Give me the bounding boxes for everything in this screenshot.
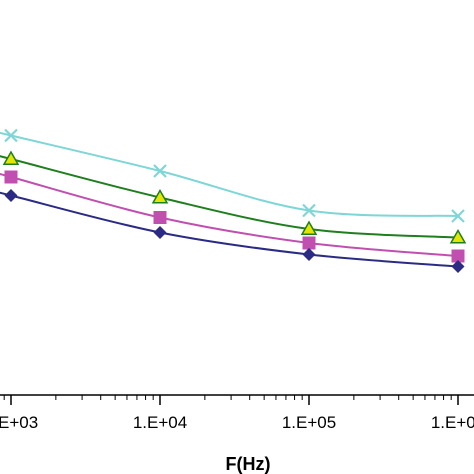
series-1-point-4 [451, 209, 465, 223]
series-3 [0, 170, 465, 263]
x-tick-label-1e4: 1.E+04 [133, 413, 187, 432]
x-tick-label-1e5: 1.E+05 [282, 413, 336, 432]
series-3-point-2 [153, 211, 167, 224]
series-1-line [0, 131, 459, 217]
series-1-point-3 [302, 203, 316, 218]
series-4 [0, 189, 465, 273]
series-4-point-4 [451, 260, 465, 273]
series-3-point-4 [451, 249, 465, 263]
series-4-point-3 [302, 248, 316, 261]
series-4-line [0, 191, 459, 268]
x-tick-label-1e3: 1.E+03 [0, 413, 38, 432]
series-3-point-1 [4, 170, 18, 184]
x-tick-label-1e6: 1.E+06 [431, 413, 474, 432]
x-axis-title: F(Hz) [226, 454, 271, 474]
series-4-point-1 [4, 189, 18, 202]
series-3-point-3 [302, 236, 316, 250]
series-2-point-3 [300, 220, 318, 235]
series-1-point-1 [4, 128, 18, 143]
series-2 [0, 150, 467, 244]
x-axis-ticks [3, 395, 459, 405]
series-1 [0, 128, 465, 223]
series-layer [0, 128, 467, 273]
series-2-point-2 [151, 188, 169, 204]
series-2-point-1 [2, 150, 20, 165]
series-4-point-2 [153, 226, 167, 239]
x-axis-tick-labels: 1.E+03 1.E+04 1.E+05 1.E+06 [0, 413, 474, 432]
series-2-point-4 [449, 228, 467, 244]
series-3-line [0, 172, 459, 257]
series-1-point-2 [153, 164, 167, 178]
